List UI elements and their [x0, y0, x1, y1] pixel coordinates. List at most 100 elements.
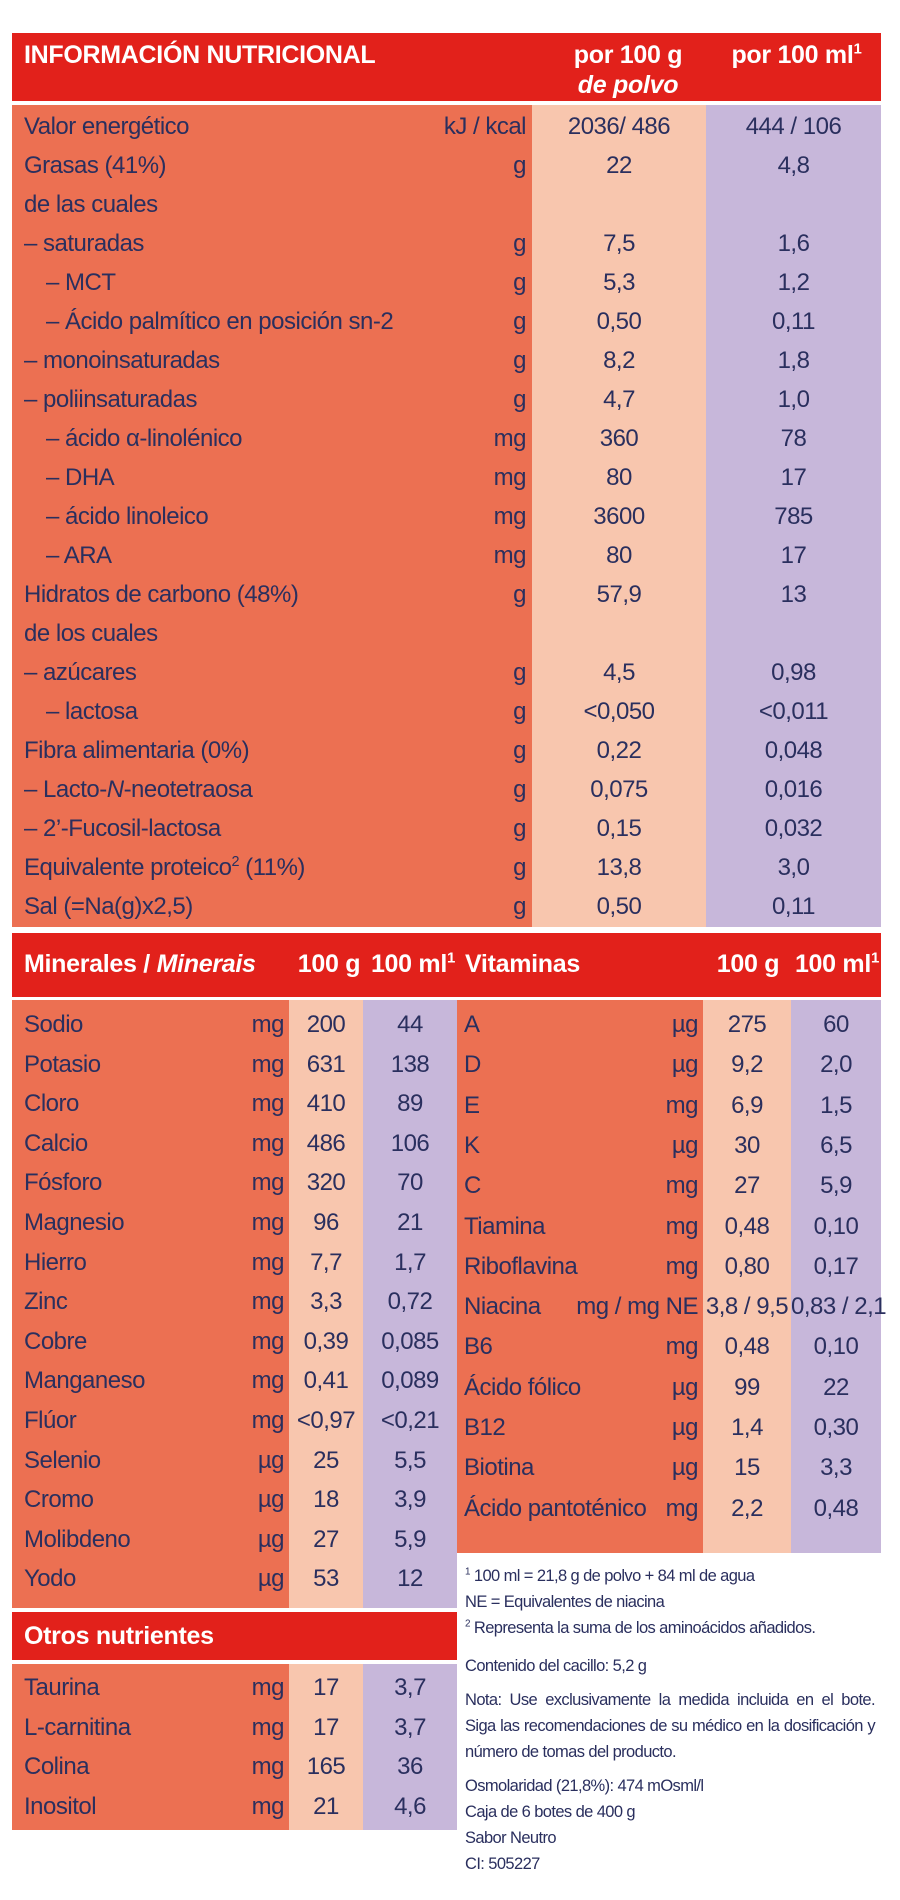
mineral-unit: mg — [251, 1169, 285, 1197]
mineral-value-100ml: 0,089 — [381, 1367, 439, 1395]
value-per-100g: 7,5 — [603, 230, 635, 257]
nutrient-label: – poliinsaturadas — [24, 386, 197, 413]
nutrient-unit: g — [513, 854, 526, 881]
vitamins-100g-bg — [703, 1000, 791, 1553]
value-per-100ml: 0,048 — [764, 737, 823, 764]
mineral-label: Cobre — [24, 1327, 87, 1355]
nutrient-unit: g — [513, 347, 526, 374]
footnote-2: 2 Representa la suma de los aminoácidos … — [465, 1618, 816, 1637]
value-per-100g: 0,22 — [596, 737, 642, 764]
nutrient-label: – ácido α-linolénico — [46, 425, 243, 452]
mineral-label: Cromo — [24, 1486, 94, 1514]
nutrient-unit — [400, 185, 526, 225]
nutrient-label: Grasas (41%) — [24, 152, 167, 179]
mineral-unit: mg — [251, 1367, 285, 1395]
nutrient-label: Equivalente proteico2 (11%) — [24, 854, 305, 881]
vitamin-value-100ml: 0,10 — [813, 1212, 859, 1240]
nutrient-unit: g — [513, 308, 526, 335]
mineral-label: Hierro — [24, 1248, 87, 1276]
nutrient-label: – Ácido palmítico en posición sn-2 — [46, 308, 394, 335]
vitamin-value-100g: 3,8 / 9,5 — [705, 1293, 789, 1321]
nutrient-label: – azúcares — [24, 659, 137, 686]
label-column-bg — [12, 105, 532, 927]
value-per-100ml: 13 — [780, 581, 807, 608]
minerals-100g-header: 100 g — [297, 950, 361, 978]
mineral-value-100ml: 12 — [397, 1565, 423, 1593]
value-per-100ml: 0,016 — [764, 776, 823, 803]
value-per-100ml: 0,11 — [772, 308, 815, 335]
nutrient-unit: g — [513, 581, 526, 608]
other-nutrient-label: Inositol — [24, 1792, 97, 1820]
vitamin-label: K — [464, 1131, 480, 1159]
vitamin-value-100ml: 60 — [823, 1011, 849, 1038]
nutrient-label: – MCT — [46, 269, 116, 296]
minerals-title: Minerales / Minerais — [24, 950, 256, 978]
vitamin-value-100g: 27 — [734, 1172, 760, 1200]
vitamin-label: E — [464, 1091, 480, 1119]
mineral-unit: µg — [257, 1525, 285, 1553]
other-nutrient-value-100ml: 4,6 — [394, 1792, 426, 1820]
other-nutrients-title: Otros nutrientes — [24, 1622, 214, 1650]
other-nutrient-value-100g: 17 — [313, 1713, 339, 1741]
value-per-100ml: 4,8 — [777, 152, 810, 179]
other-nutrient-label: Taurina — [24, 1674, 100, 1701]
vitamin-value-100g: 2,2 — [731, 1494, 763, 1522]
vitamin-label: B12 — [464, 1414, 506, 1441]
value-per-100ml: 1,0 — [777, 386, 810, 413]
vitamins-100g-header: 100 g — [716, 950, 780, 978]
vitamin-label: Riboflavina — [464, 1252, 578, 1280]
mineral-value-100ml: 21 — [397, 1209, 423, 1236]
value-per-100ml: 1,6 — [777, 230, 810, 257]
vitamins-100ml-header: 100 ml1 — [794, 949, 880, 978]
mineral-unit: µg — [257, 1486, 285, 1514]
mineral-unit: mg — [251, 1129, 285, 1157]
vitamins-title: Vitaminas — [465, 950, 580, 978]
mineral-value-100g: 53 — [313, 1565, 339, 1593]
value-per-100ml: <0,011 — [758, 698, 829, 725]
value-per-100ml — [706, 185, 881, 225]
vitamin-value-100ml: 0,10 — [813, 1333, 859, 1361]
vitamin-value-100ml: 2,0 — [820, 1051, 852, 1079]
nutrient-label: Fibra alimentaria (0%) — [24, 737, 250, 764]
other-nutrient-label: L-carnitina — [24, 1713, 131, 1741]
mineral-unit: mg — [251, 1090, 285, 1118]
vitamin-value-100g: 9,2 — [731, 1051, 763, 1079]
mineral-value-100g: 410 — [306, 1090, 346, 1118]
value-per-100ml: 0,98 — [771, 659, 816, 686]
vitamin-value-100ml: 1,5 — [820, 1091, 852, 1119]
mineral-value-100ml: 70 — [397, 1169, 423, 1197]
vitamin-label: Ácido pantoténico — [464, 1494, 647, 1522]
mineral-label: Flúor — [24, 1407, 77, 1434]
other-nutrient-value-100g: 165 — [306, 1753, 346, 1780]
value-per-100ml: 0,032 — [764, 815, 823, 842]
vitamin-unit: mg — [665, 1494, 699, 1522]
vitamin-value-100ml: 22 — [823, 1373, 849, 1401]
other-nutrient-unit: mg — [251, 1674, 285, 1701]
vitamin-value-100g: 1,4 — [731, 1414, 763, 1441]
vitamin-label: B6 — [464, 1333, 493, 1361]
mineral-label: Yodo — [24, 1565, 76, 1593]
footnotes: 1 100 ml = 21,8 g de polvo + 84 ml de ag… — [465, 1563, 876, 1877]
vitamin-value-100ml: 0,17 — [813, 1252, 859, 1280]
box-content: Caja de 6 botes de 400 g — [465, 1803, 636, 1821]
per-100g-header: por 100 g — [573, 41, 683, 69]
vitamins-header: Vitaminas 100 g 100 ml1 — [457, 933, 881, 997]
vitamin-label: A — [464, 1011, 480, 1038]
nutrient-unit: mg — [493, 464, 527, 491]
other-nutrients-header: Otros nutrientes — [12, 1612, 457, 1660]
mineral-label: Fósforo — [24, 1169, 102, 1197]
other-nutrient-value-100g: 21 — [313, 1792, 339, 1820]
nutrient-unit: mg — [493, 425, 527, 452]
mineral-unit: µg — [257, 1565, 285, 1593]
mineral-value-100ml: 5,5 — [394, 1446, 426, 1474]
mineral-label: Cloro — [24, 1090, 79, 1118]
per-100g-column-bg — [532, 105, 706, 927]
vitamin-value-100g: 15 — [734, 1454, 760, 1482]
value-per-100ml — [706, 614, 881, 654]
mineral-label: Zinc — [24, 1288, 68, 1316]
nutrient-unit: g — [513, 230, 526, 257]
nutrition-table-header: INFORMACIÓN NUTRICIONAL por 100 g de pol… — [12, 33, 881, 101]
value-per-100g: 4,7 — [603, 386, 635, 413]
nutrient-unit: g — [513, 659, 526, 686]
vitamin-label: Niacina — [464, 1293, 541, 1321]
